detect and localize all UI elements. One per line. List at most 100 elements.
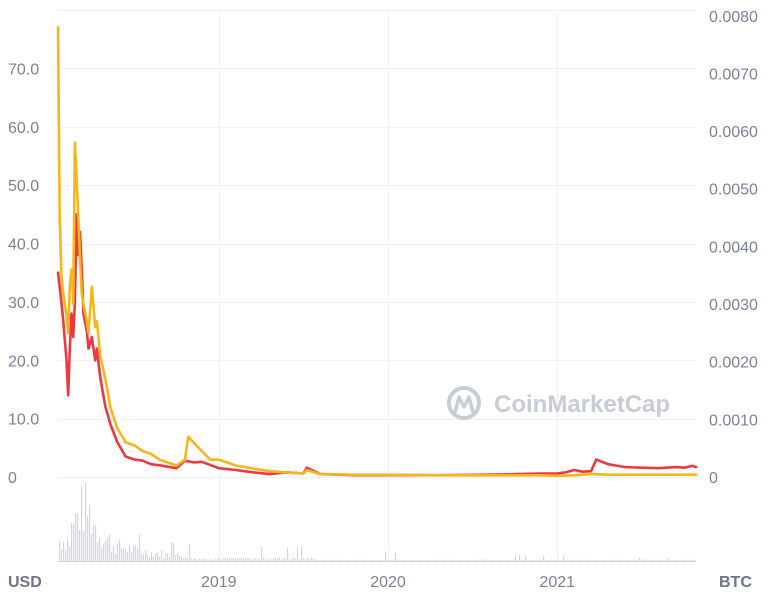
volume-bar [197, 559, 199, 561]
volume-bar [445, 559, 447, 561]
volume-bar [413, 559, 415, 561]
volume-bar [513, 559, 515, 561]
volume-bar [79, 530, 81, 561]
volume-bar [385, 551, 387, 561]
volume-bar [605, 560, 607, 561]
volume-bar [441, 560, 443, 561]
volume-bar [477, 559, 479, 561]
volume-bar [219, 558, 221, 561]
left-axis-unit: USD [8, 574, 42, 591]
volume-bar [475, 560, 477, 561]
volume-bar [611, 559, 613, 561]
volume-bar [347, 559, 349, 561]
volume-bar [333, 560, 335, 561]
right-tick-label: 0.0010 [709, 412, 758, 429]
volume-bar [171, 542, 173, 561]
volume-bar [293, 557, 295, 561]
right-tick-label: 0.0080 [709, 9, 758, 26]
volume-bar [417, 560, 419, 561]
volume-bar [389, 560, 391, 561]
left-tick-label: 50.0 [8, 178, 39, 195]
volume-bar [407, 559, 409, 561]
volume-bar [267, 559, 269, 561]
volume-bar [343, 559, 345, 561]
volume-bar [137, 547, 139, 561]
volume-bar [487, 559, 489, 561]
volume-bar [263, 557, 265, 561]
volume-bar [277, 559, 279, 561]
volume-bar [689, 560, 691, 561]
x-tick-label: 2020 [370, 574, 406, 591]
volume-bar [119, 539, 121, 561]
volume-bar [101, 547, 103, 561]
volume-bar [419, 560, 421, 561]
volume-bar [359, 559, 361, 561]
volume-bar [421, 560, 423, 561]
volume-bar [189, 545, 191, 561]
volume-bar [179, 555, 181, 561]
volume-bar [89, 505, 91, 561]
volume-bar [235, 558, 237, 561]
volume-bar [519, 554, 521, 561]
volume-bar [439, 559, 441, 561]
volume-bar [323, 560, 325, 561]
volume-bar [129, 546, 131, 561]
volume-bar [645, 560, 647, 561]
volume-bar [501, 560, 503, 561]
volume-bar [221, 559, 223, 561]
volume-bar [663, 559, 665, 561]
volume-bar [381, 560, 383, 561]
volume-bar [327, 559, 329, 561]
volume-bar [669, 560, 671, 561]
volume-bar [141, 553, 143, 561]
volume-bar [67, 538, 69, 561]
right-tick-label: 0.0040 [709, 239, 758, 256]
volume-bar [619, 560, 621, 561]
volume-bar [671, 560, 673, 561]
volume-bar [483, 560, 485, 561]
volume-bar [531, 560, 533, 561]
volume-bar [577, 559, 579, 561]
volume-bar [489, 560, 491, 561]
volume-bar [411, 559, 413, 561]
volume-bar [357, 560, 359, 561]
watermark: CoinMarketCap [447, 386, 670, 420]
volume-bar [607, 560, 609, 561]
volume-bar [481, 559, 483, 561]
volume-bar [583, 560, 585, 561]
volume-bar [139, 534, 141, 561]
volume-bar [521, 560, 523, 561]
volume-bar [453, 560, 455, 561]
volume-bar [291, 558, 293, 561]
volume-bar [603, 560, 605, 561]
volume-bar [391, 560, 393, 561]
volume-bar [677, 559, 679, 561]
volume-bar [545, 560, 547, 561]
volume-bar [447, 559, 449, 561]
right-tick-label: 0.0070 [709, 66, 758, 83]
volume-bar [433, 560, 435, 561]
volume-bar [563, 555, 565, 561]
volume-bar [175, 554, 177, 561]
volume-bar [159, 556, 161, 561]
volume-bar [157, 552, 159, 561]
volume-bar [331, 560, 333, 561]
volume-bar [459, 560, 461, 561]
volume-bar [517, 559, 519, 561]
volume-bar [509, 560, 511, 561]
volume-bar [599, 560, 601, 561]
volume-bar [585, 559, 587, 561]
volume-bar [183, 558, 185, 561]
volume-bar [99, 538, 101, 561]
volume-bar [209, 559, 211, 561]
volume-bar [493, 559, 495, 561]
right-axis-ticks: 0 0.0010 0.0020 0.0030 0.0040 0.0050 0.0060 0.0… [709, 9, 758, 487]
volume-bar [71, 523, 73, 561]
volume-bar [195, 558, 197, 561]
right-tick-label: 0 [709, 470, 718, 487]
volume-bar [581, 559, 583, 561]
volume-bar [499, 560, 501, 561]
volume-bar [361, 560, 363, 561]
volume-bar [629, 560, 631, 561]
